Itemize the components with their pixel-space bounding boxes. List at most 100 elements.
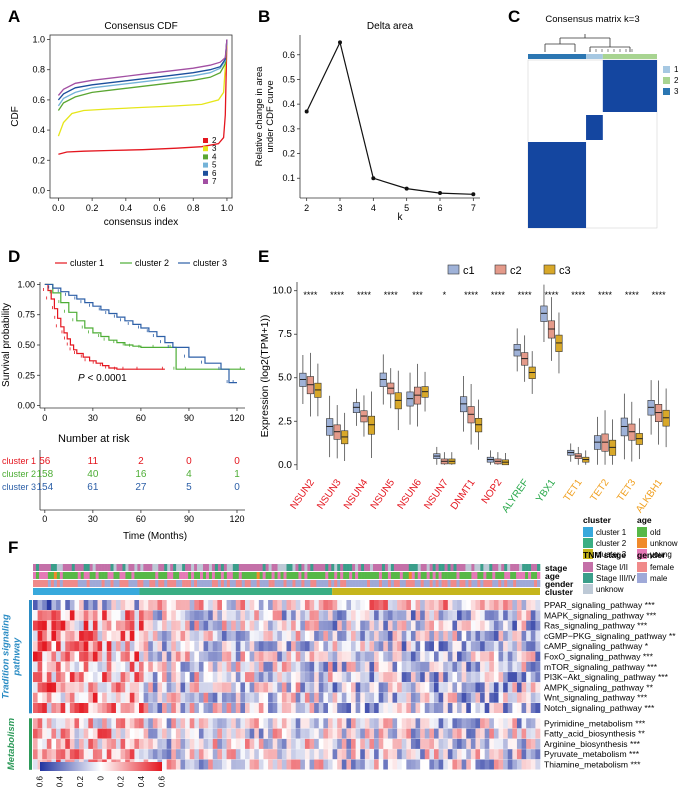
heatmap-cell (240, 651, 246, 662)
heatmap-cell (415, 718, 421, 729)
heatmap-cell (327, 651, 333, 662)
heatmap-cell (212, 738, 218, 749)
heatmap-cell (157, 600, 163, 610)
heatmap-cell (318, 630, 324, 641)
heatmap-cell (369, 661, 375, 672)
heatmap-cell (217, 661, 223, 672)
heatmap-cell (401, 749, 407, 760)
heatmap-cell (249, 738, 255, 749)
heatmap-cell (162, 703, 167, 713)
heatmap-cell (433, 620, 439, 631)
heatmap-cell (33, 661, 38, 672)
heatmap-cell (46, 641, 52, 652)
heatmap-cell (503, 600, 509, 610)
heatmap-cell (286, 759, 292, 770)
heatmap-cell (189, 749, 195, 760)
track-cell (298, 564, 302, 571)
track-cell (444, 580, 448, 587)
heatmap-cell (337, 630, 343, 641)
heatmap-cell (281, 641, 287, 652)
heatmap-cell (457, 630, 462, 641)
heatmap-cell (33, 610, 38, 621)
heatmap-cell (387, 600, 393, 610)
heatmap-cell (129, 651, 135, 662)
track-cell (217, 564, 222, 571)
heatmap-cell (33, 759, 38, 770)
legend-item-label: Stage III/IV (596, 574, 636, 583)
track-cell (268, 564, 272, 571)
colorbar (40, 762, 162, 771)
heatmap-cell (245, 641, 250, 652)
legend-swatch (637, 549, 647, 559)
track-cell (405, 564, 410, 571)
heatmap-cell (337, 610, 343, 621)
heatmap-cell (318, 759, 324, 770)
heatmap-cell (397, 692, 403, 703)
heatmap-cell (351, 610, 356, 621)
legend-label-k3: 3 (212, 144, 217, 153)
track-cell (185, 572, 189, 579)
track-cell (220, 580, 225, 587)
heatmap-cell (433, 759, 439, 770)
heatmap-cell (314, 692, 320, 703)
track-cell (435, 564, 439, 571)
track-cell (328, 572, 332, 579)
heatmap-cell (443, 620, 449, 631)
heatmap-cell (383, 728, 389, 739)
heatmap-cell (438, 692, 444, 703)
track-cell (513, 580, 517, 587)
heatmap-cell (516, 651, 522, 662)
heatmap-cell (143, 610, 149, 621)
heatmap-cell (189, 661, 195, 672)
track-cell (364, 572, 368, 579)
track-cell (62, 572, 67, 579)
track-cell (262, 572, 266, 579)
track-cell (155, 572, 159, 579)
track-cell (116, 564, 120, 571)
heatmap-cell (420, 661, 426, 672)
heatmap-cell (429, 651, 435, 662)
heatmap-cell (231, 692, 237, 703)
heatmap-cell (337, 749, 343, 760)
track-cell (155, 580, 159, 587)
heatmap-cell (171, 759, 177, 770)
track-cell (259, 580, 263, 587)
track-cell (229, 572, 234, 579)
heatmap-cell (277, 610, 283, 621)
heatmap-cell (56, 641, 61, 652)
heatmap-cell (245, 672, 250, 683)
heatmap-cell (166, 651, 172, 662)
heatmap-cell (245, 630, 250, 641)
track-cell (361, 572, 365, 579)
panel-label-b: B (258, 7, 270, 26)
heatmap-cell (171, 682, 177, 693)
heatmap-cell (323, 600, 329, 610)
track-cell (441, 572, 445, 579)
heatmap-cell (148, 672, 154, 683)
heatmap-cell (263, 651, 269, 662)
track-cell (370, 564, 374, 571)
track-cell (161, 572, 165, 579)
heatmap-cell (231, 620, 237, 631)
heatmap-cell (457, 692, 462, 703)
heatmap-cell (106, 630, 112, 641)
heatmap-cell (493, 759, 499, 770)
heatmap-cell (498, 692, 504, 703)
heatmap-cell (360, 651, 366, 662)
group-title: pathway (12, 637, 23, 677)
track-cell (33, 580, 37, 587)
heatmap-cell (341, 682, 347, 693)
heatmap-cell (420, 682, 426, 693)
heatmap-cell (470, 610, 476, 621)
heatmap-cell (397, 651, 403, 662)
heatmap-cell (185, 661, 191, 672)
track-cell (537, 564, 541, 571)
track-cell (152, 580, 156, 587)
heatmap-cell (466, 703, 472, 713)
legend-label-cluster-2: cluster 2 (135, 258, 169, 268)
track-cell (86, 572, 90, 579)
heatmap-cell (240, 630, 246, 641)
heatmap-cell (106, 600, 112, 610)
panel-label-c: C (508, 7, 520, 26)
heatmap-cell (189, 703, 195, 713)
